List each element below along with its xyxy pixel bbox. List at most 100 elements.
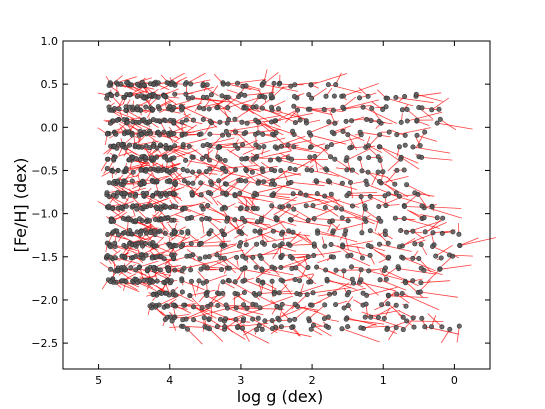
- data-point: [241, 302, 247, 308]
- offset-line: [361, 311, 379, 318]
- data-point: [343, 316, 349, 322]
- data-point: [217, 316, 223, 322]
- data-point: [191, 317, 197, 323]
- data-point: [311, 216, 317, 222]
- data-point: [414, 117, 420, 123]
- data-point: [153, 254, 159, 260]
- data-point: [403, 303, 409, 309]
- offset-line: [111, 109, 135, 120]
- data-point: [269, 318, 275, 324]
- data-point: [148, 203, 154, 209]
- data-point: [148, 155, 154, 161]
- data-point: [127, 142, 133, 148]
- offset-line: [402, 293, 440, 311]
- data-point: [235, 324, 241, 330]
- data-point: [369, 105, 375, 111]
- data-point: [347, 180, 353, 186]
- offset-line: [396, 127, 431, 135]
- data-point: [315, 230, 321, 236]
- offset-line: [263, 121, 277, 134]
- data-point: [198, 180, 204, 186]
- data-point: [417, 289, 423, 295]
- offset-line: [425, 222, 447, 233]
- data-point: [277, 243, 283, 249]
- data-point: [394, 291, 400, 297]
- data-point: [340, 104, 346, 110]
- data-point: [201, 315, 207, 321]
- data-point: [189, 278, 195, 284]
- data-point: [417, 143, 423, 149]
- data-point: [109, 218, 115, 224]
- offset-line: [147, 270, 172, 276]
- data-point: [380, 107, 386, 113]
- data-point: [217, 119, 223, 125]
- data-point: [312, 154, 318, 160]
- offset-line: [312, 199, 341, 206]
- data-point: [109, 93, 115, 99]
- data-point: [291, 94, 297, 100]
- offset-line: [427, 313, 443, 328]
- data-point: [322, 193, 328, 199]
- data-point: [180, 105, 186, 111]
- data-point: [292, 277, 298, 283]
- data-point: [398, 156, 404, 162]
- data-point: [269, 278, 275, 284]
- data-point: [291, 206, 297, 212]
- data-point: [242, 265, 248, 271]
- data-point: [154, 278, 160, 284]
- offset-line: [341, 208, 380, 223]
- data-point: [187, 253, 193, 259]
- data-point: [359, 255, 365, 261]
- data-point: [120, 215, 126, 221]
- data-point: [207, 166, 213, 172]
- data-point: [105, 92, 111, 98]
- data-point: [278, 143, 284, 149]
- offset-line: [284, 109, 298, 123]
- data-point: [119, 142, 125, 148]
- data-point: [133, 218, 139, 224]
- data-point: [306, 316, 312, 322]
- offset-line: [311, 170, 340, 177]
- data-point: [111, 192, 117, 198]
- data-point: [286, 228, 292, 234]
- data-point: [362, 216, 368, 222]
- offset-line: [223, 165, 258, 169]
- offset-line: [170, 147, 196, 157]
- data-point: [332, 120, 338, 126]
- data-point: [154, 205, 160, 211]
- data-point: [104, 131, 110, 137]
- offset-line: [326, 169, 351, 181]
- data-point: [178, 244, 184, 250]
- data-point: [239, 119, 245, 125]
- data-point: [386, 129, 392, 135]
- offset-line: [388, 295, 429, 298]
- data-point: [279, 231, 285, 237]
- data-point: [182, 81, 188, 87]
- data-point: [123, 244, 129, 250]
- data-point: [322, 243, 328, 249]
- data-point: [364, 117, 370, 123]
- offset-line: [246, 307, 285, 310]
- data-point: [225, 94, 231, 100]
- data-point: [433, 253, 439, 259]
- data-point: [260, 169, 266, 175]
- offset-line: [237, 82, 261, 90]
- data-point: [333, 205, 339, 211]
- offset-line: [244, 129, 281, 135]
- data-point: [271, 291, 277, 297]
- offset-line: [193, 319, 226, 332]
- data-point: [219, 267, 225, 273]
- data-point: [127, 228, 133, 234]
- data-point: [243, 178, 249, 184]
- data-point: [376, 215, 382, 221]
- offset-line: [440, 329, 451, 344]
- offset-line: [209, 142, 237, 146]
- data-point: [134, 81, 140, 87]
- offset-line: [226, 175, 244, 185]
- data-point: [218, 255, 224, 261]
- data-point: [377, 144, 383, 150]
- data-point: [180, 142, 186, 148]
- data-point: [259, 266, 265, 272]
- offset-line: [181, 102, 203, 111]
- data-point: [222, 324, 228, 330]
